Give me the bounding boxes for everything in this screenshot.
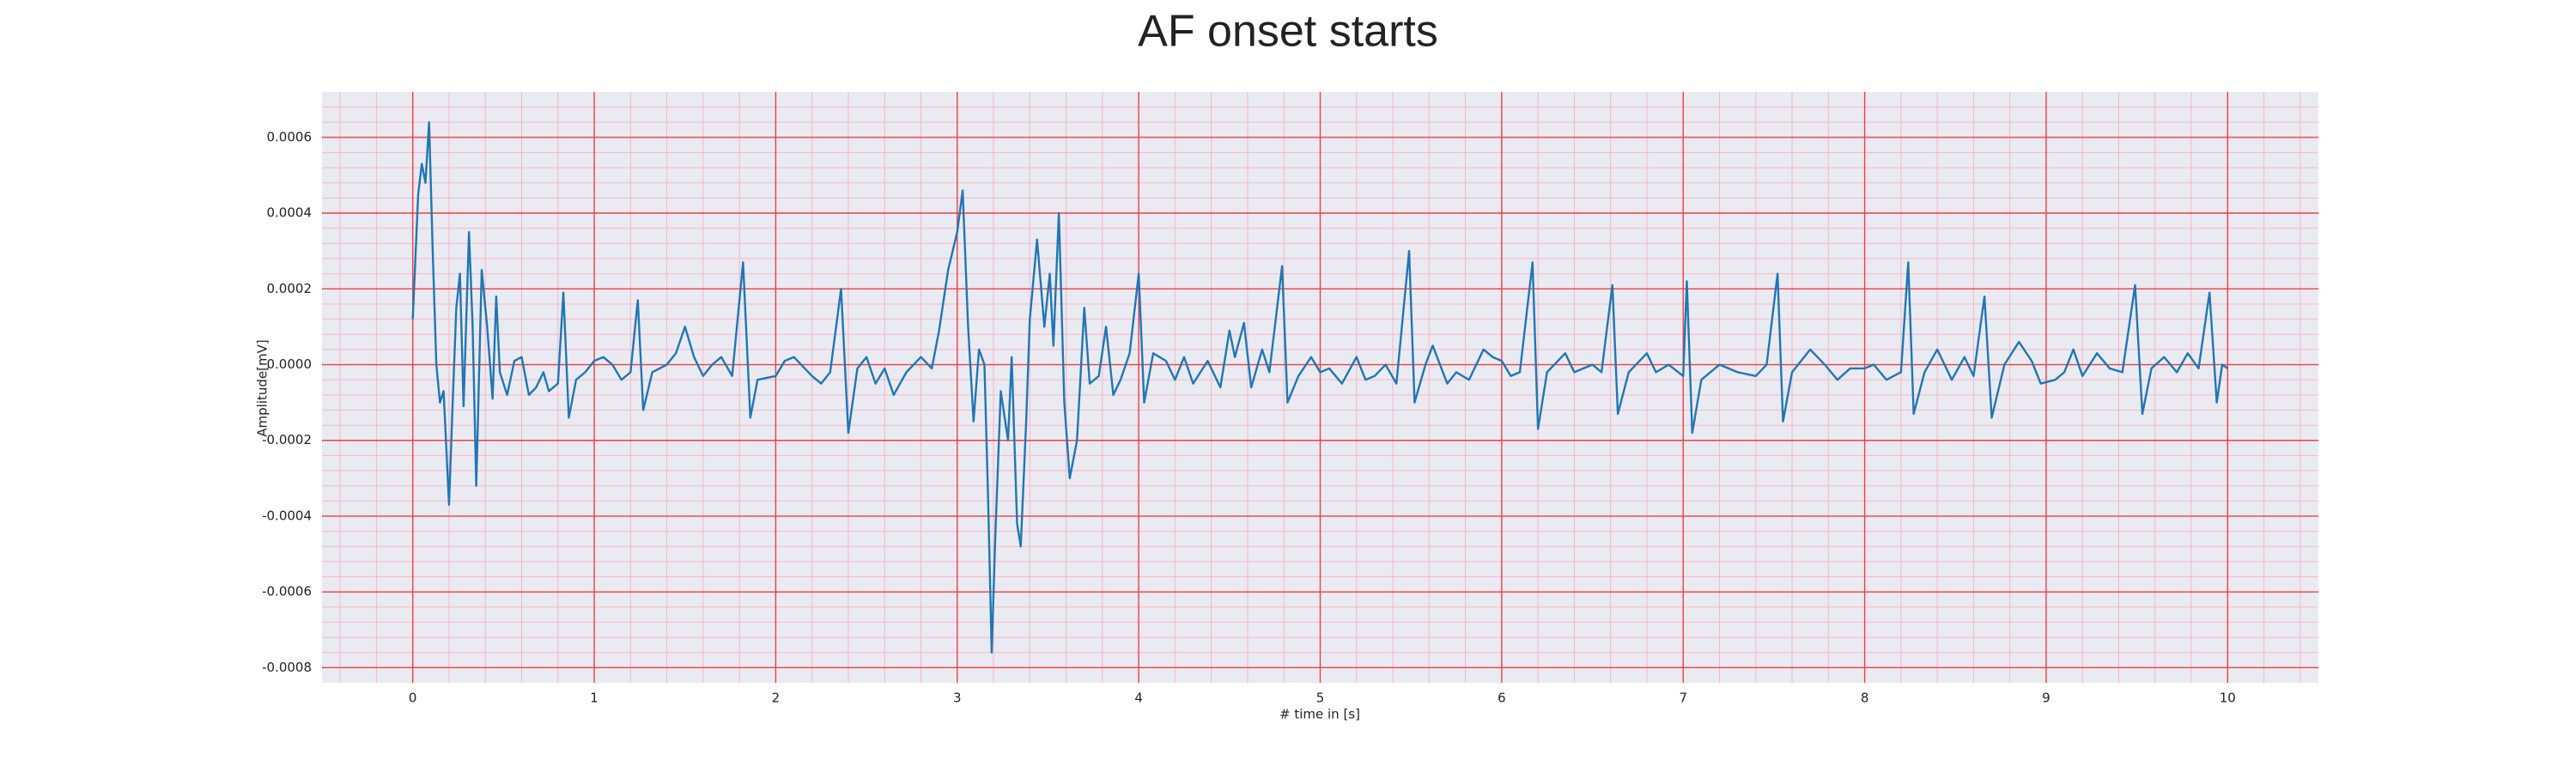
y-tick-label: 0.0004 [267,205,313,221]
x-tick-label: 5 [1316,691,1325,706]
x-tick-label: 1 [590,691,598,706]
x-tick-label: 8 [1861,691,1869,706]
x-tick-label: 3 [953,691,962,706]
x-axis-label: # time in [s] [1279,707,1360,722]
x-tick-label: 10 [2220,691,2236,706]
y-tick-label: -0.0008 [262,660,312,675]
x-tick-label: 7 [1679,691,1687,706]
x-tick-label: 4 [1134,691,1143,706]
y-tick-label: 0.0000 [267,356,313,372]
grid [322,92,2318,683]
x-tick-label: 2 [772,691,781,706]
x-tick-label: 9 [2042,691,2050,706]
x-tick-label: 6 [1498,691,1506,706]
y-tick-label: -0.0006 [262,584,312,600]
chart-title: AF onset starts [1138,7,1438,57]
y-tick-label: 0.0002 [267,281,313,296]
x-tick-label: 0 [409,691,417,706]
y-tick-label: -0.0002 [262,432,312,447]
ecg-line [411,121,2229,654]
y-tick-label: -0.0004 [262,508,312,523]
y-tick-label: 0.0006 [267,129,313,144]
y-axis-label: Amplitude[mV] [255,339,270,436]
